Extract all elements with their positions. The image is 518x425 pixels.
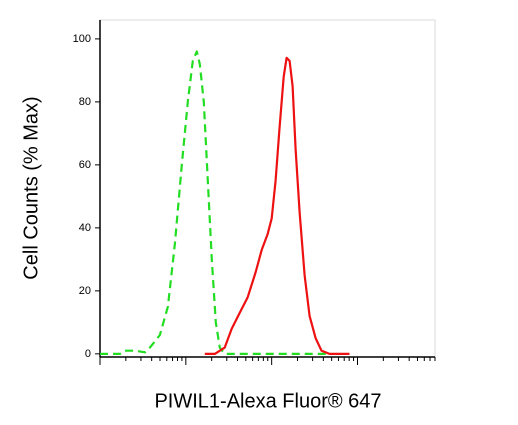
y-tick-label: 100: [73, 33, 91, 45]
y-axis-label: Cell Counts (% Max): [20, 96, 42, 279]
series-line: [100, 50, 330, 355]
y-tick-label: 40: [79, 222, 91, 234]
y-tick-label: 80: [79, 96, 91, 108]
y-tick-label: 20: [79, 285, 91, 297]
series-line: [204, 56, 350, 355]
y-tick-label: 0: [85, 348, 91, 360]
x-axis-label: PIWIL1-Alexa Fluor® 647: [154, 390, 381, 412]
plot-frame: [99, 19, 436, 358]
y-tick-label: 60: [79, 159, 91, 171]
